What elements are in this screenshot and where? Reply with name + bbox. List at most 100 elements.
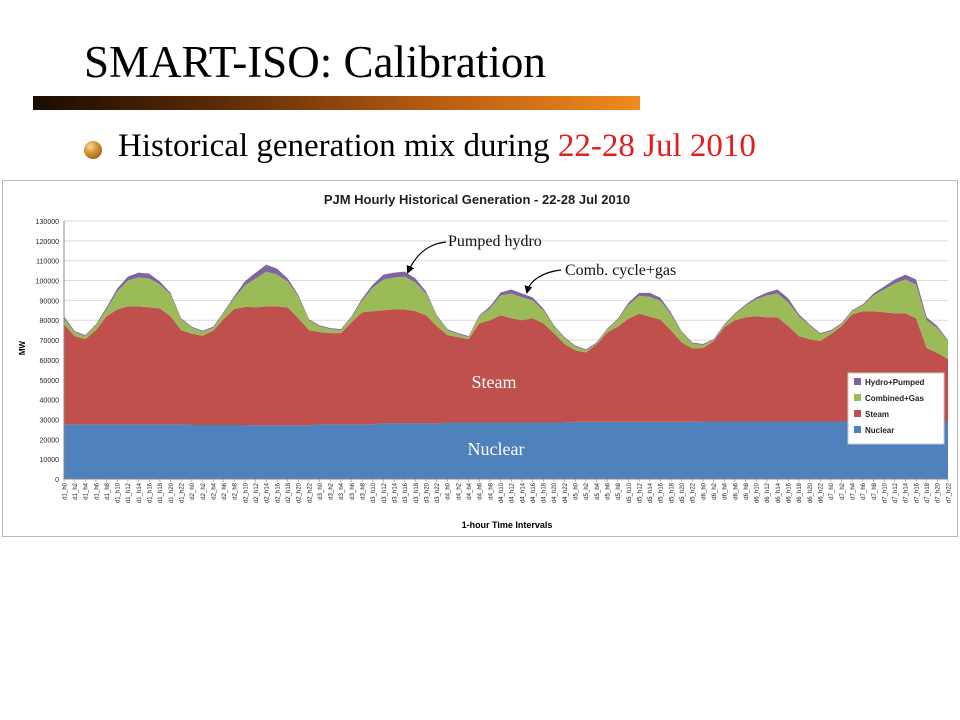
x-tick-label: d2_h4 [211,482,217,499]
chart-title: PJM Hourly Historical Generation - 22-28… [324,192,630,207]
y-tick-label: 100000 [36,279,59,286]
x-tick-label: d6_h4 [723,482,729,499]
x-tick-label: d4_h12 [510,482,516,503]
x-tick-label: d5_h4 [595,482,601,499]
x-tick-label: d4_h18 [542,482,548,503]
x-tick-label: d7_h4 [850,482,856,499]
x-tick-label: d4_h14 [520,482,526,503]
x-tick-label: d2_h14 [265,482,271,503]
area-series-steam [64,306,948,426]
comb-cycle-arrow [524,269,562,294]
y-tick-label: 50000 [40,378,60,385]
x-tick-label: d4_h6 [478,482,484,499]
y-tick-label: 0 [55,477,59,484]
annotations: Pumped hydro Comb. cycle+gas Steam Nucle… [406,233,676,459]
x-tick-label: d2_h10 [243,482,249,503]
x-tick-label: d1_h2 [73,482,79,499]
x-tick-label: d1_h16 [148,482,154,503]
area-series-combined-gas [64,271,948,359]
y-tick-label: 10000 [40,457,60,464]
x-tick-label: d7_h18 [925,482,931,503]
legend-label: Steam [865,410,889,419]
y-tick-label: 120000 [36,239,59,246]
x-tick-label: d5_h8 [616,482,622,499]
x-tick-label: d1_h8 [105,482,111,499]
legend-swatch [854,394,861,401]
chart-legend: Hydro+Pumped Combined+Gas Steam Nuclear [847,372,945,445]
x-tick-label: d7_h6 [861,482,867,499]
x-tick-label: d5_h20 [680,482,686,503]
x-tick-label: d7_h2 [840,482,846,499]
x-tick-label: d5_h18 [669,482,675,503]
y-tick-label: 110000 [36,259,59,266]
x-tick-label: d2_h2 [201,482,207,499]
x-tick-label: d6_h12 [765,482,771,503]
x-tick-label: d3_h10 [371,482,377,503]
x-tick-label: d6_h8 [744,482,750,499]
x-tick-label: d2_h8 [233,482,239,499]
x-tick-label: d1_h22 [179,482,185,503]
stacked-areas [64,264,948,479]
bullet-text-prefix: Historical generation mix during [118,128,558,164]
bullet-icon [84,141,102,159]
x-tick-label: d5_h22 [691,482,697,503]
x-tick-label: d3_h4 [339,482,345,499]
x-tick-label: d3_h16 [403,482,409,503]
x-tick-label: d5_h12 [637,482,643,503]
x-tick-label: d1_h4 [84,482,90,499]
pumped-hydro-arrow [406,241,447,274]
legend-swatch [854,378,861,385]
x-tick-label: d5_h2 [584,482,590,499]
x-tick-label: d4_h4 [467,482,473,499]
x-tick-label: d1_h18 [158,482,164,503]
bullet-date-highlight: 22-28 Jul 2010 [557,128,756,164]
x-tick-label: d4_h20 [552,482,558,503]
x-tick-label: d7_h0 [829,482,835,499]
x-tick-label: d7_h20 [936,482,942,503]
x-tick-label: d4_h16 [531,482,537,503]
comb-cycle-annotation: Comb. cycle+gas [565,262,676,279]
x-tick-label: d2_h6 [222,482,228,499]
x-tick-label: d1_h10 [116,482,122,503]
x-tick-label: d5_h16 [659,482,665,503]
legend-label: Combined+Gas [865,394,924,403]
x-tick-label: d7_h12 [893,482,899,503]
x-tick-label: d3_h12 [382,482,388,503]
x-tick-label: d2_h20 [297,482,303,503]
nuclear-annotation: Nuclear [468,439,525,459]
y-tick-label: 40000 [40,398,60,405]
x-tick-label: d3_h18 [414,482,420,503]
x-tick-label: d6_h10 [755,482,761,503]
y-tick-label: 80000 [40,318,60,325]
y-tick-label: 90000 [40,298,60,305]
x-tick-label: d3_h2 [329,482,335,499]
legend-swatch [854,410,861,417]
y-tick-label: 20000 [40,437,60,444]
x-tick-label: d4_h8 [488,482,494,499]
x-tick-label: d4_h2 [456,482,462,499]
y-axis-label: MW [18,340,27,355]
x-tick-label: d2_h22 [307,482,313,503]
axes: 0 10000 20000 30000 40000 50000 60000 70000 8000… [36,219,953,503]
legend-label: Nuclear [865,426,894,435]
y-tick-label: 30000 [40,417,60,424]
x-tick-label: d1_h20 [169,482,175,503]
x-tick-label: d3_h0 [318,482,324,499]
steam-annotation: Steam [472,372,517,392]
title-underline-bar [33,96,640,110]
y-tick-label: 130000 [36,219,59,226]
x-axis-label: 1-hour Time Intervals [462,520,553,530]
x-tick-label: d5_h6 [605,482,611,499]
x-tick-label: d1_h6 [94,482,100,499]
x-tick-label: d1_h0 [62,482,68,499]
x-tick-label: d5_h10 [627,482,633,503]
x-tick-label: d7_h16 [914,482,920,503]
x-tick-label: d4_h0 [446,482,452,499]
x-tick-label: d7_h8 [872,482,878,499]
x-tick-label: d3_h6 [350,482,356,499]
x-tick-label: d2_h16 [275,482,281,503]
x-tick-label: d1_h14 [137,482,143,503]
x-tick-label: d6_h2 [712,482,718,499]
x-tick-label: d2_h12 [254,482,260,503]
slide-title: SMART-ISO: Calibration [84,37,546,87]
